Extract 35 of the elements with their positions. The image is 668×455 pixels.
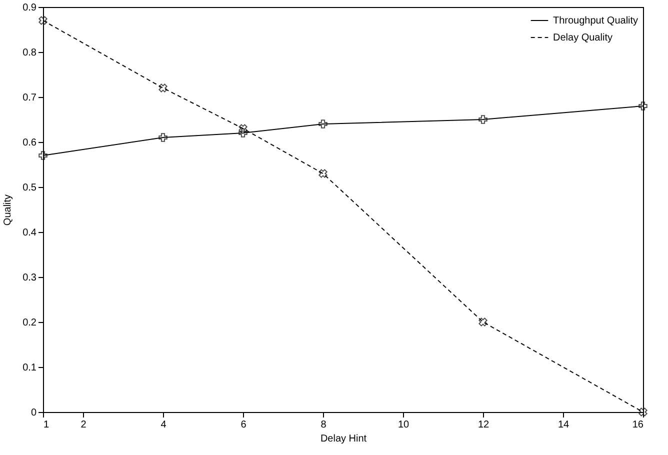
point xyxy=(158,84,168,92)
y-axis-title: Quality xyxy=(2,194,14,226)
point xyxy=(478,318,488,326)
x-axis-title: Delay Hint xyxy=(320,434,367,444)
y-tick-label: 0.5 xyxy=(22,182,37,194)
x-tick-label: 4 xyxy=(160,420,167,430)
x-tick-label: 1 xyxy=(44,420,50,430)
x-tick-label: 12 xyxy=(478,420,490,430)
point xyxy=(638,408,648,416)
y-tick-label: 0.1 xyxy=(22,362,37,374)
point xyxy=(158,133,168,142)
point xyxy=(238,124,248,133)
point xyxy=(318,169,328,178)
point xyxy=(238,128,248,138)
y-tick-label: 0.6 xyxy=(22,138,37,148)
point xyxy=(478,115,488,124)
point xyxy=(638,102,648,110)
y-tick-label: 0.3 xyxy=(22,272,37,284)
x-tick-label: 14 xyxy=(558,420,570,430)
y-tick-label: 0 xyxy=(30,408,37,418)
y-tick-label: 0.8 xyxy=(22,48,37,58)
x-tick-label: 8 xyxy=(320,420,327,430)
legend-label: Throughput Quality xyxy=(553,16,638,26)
y-tick-label: 0.9 xyxy=(22,2,37,14)
x-tick-label: 10 xyxy=(398,420,410,430)
point xyxy=(38,151,48,160)
y-tick-label: 0.7 xyxy=(22,92,37,104)
x-tick-label: 2 xyxy=(80,420,87,430)
x-tick-label: 6 xyxy=(240,420,247,430)
x-tick-label: 16 xyxy=(632,420,644,430)
y-tick-label: 0.2 xyxy=(22,318,37,328)
legend-label: Delay Quality xyxy=(553,32,612,44)
y-tick-label: 0.4 xyxy=(22,228,37,238)
point xyxy=(318,120,328,128)
point xyxy=(38,16,48,25)
